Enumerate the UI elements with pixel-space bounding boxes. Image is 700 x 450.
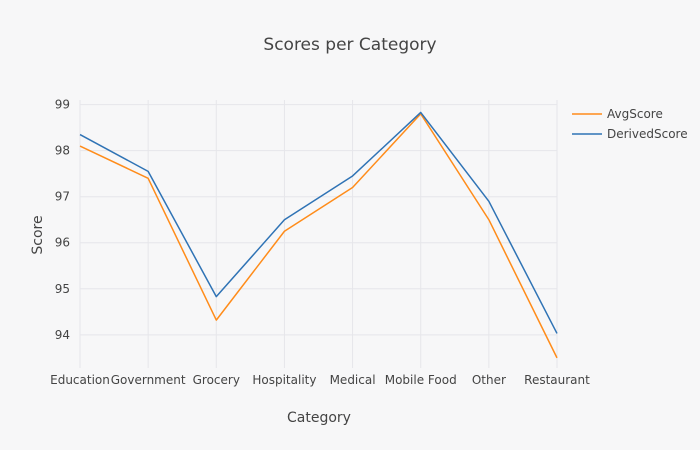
x-tick-label: Education	[50, 373, 110, 387]
legend-label: AvgScore	[607, 107, 663, 121]
y-tick-label: 98	[55, 144, 70, 158]
y-tick-label: 99	[55, 98, 70, 112]
y-axis-title: Score	[30, 215, 46, 254]
series-line-derivedscore[interactable]	[79, 111, 558, 334]
series-layer	[79, 111, 558, 359]
x-tick-label: Hospitality	[252, 373, 316, 387]
x-tick-label: Mobile Food	[385, 373, 457, 387]
x-tick-label: Medical	[330, 373, 376, 387]
y-tick-label: 95	[55, 282, 70, 296]
x-tick-label: Grocery	[193, 373, 240, 387]
y-tick-label: 94	[55, 328, 70, 342]
x-tick-label: Other	[472, 373, 506, 387]
legend-item-avgscore[interactable]: AvgScore	[572, 107, 663, 121]
series-line-avgscore[interactable]	[79, 113, 558, 359]
legend-label: DerivedScore	[607, 127, 688, 141]
x-tick-label: Restaurant	[524, 373, 590, 387]
grid	[79, 100, 558, 368]
x-axis-title: Category	[287, 410, 351, 426]
tick-labels: Education Government Grocery Hospitality Med…	[50, 98, 590, 387]
y-tick-label: 96	[55, 236, 70, 250]
y-tick-label: 97	[55, 190, 70, 204]
chart-title: Scores per Category	[263, 35, 436, 55]
legend[interactable]: AvgScore DerivedScore	[572, 107, 688, 141]
x-tick-label: Government	[111, 373, 186, 387]
legend-item-derivedscore[interactable]: DerivedScore	[572, 127, 688, 141]
